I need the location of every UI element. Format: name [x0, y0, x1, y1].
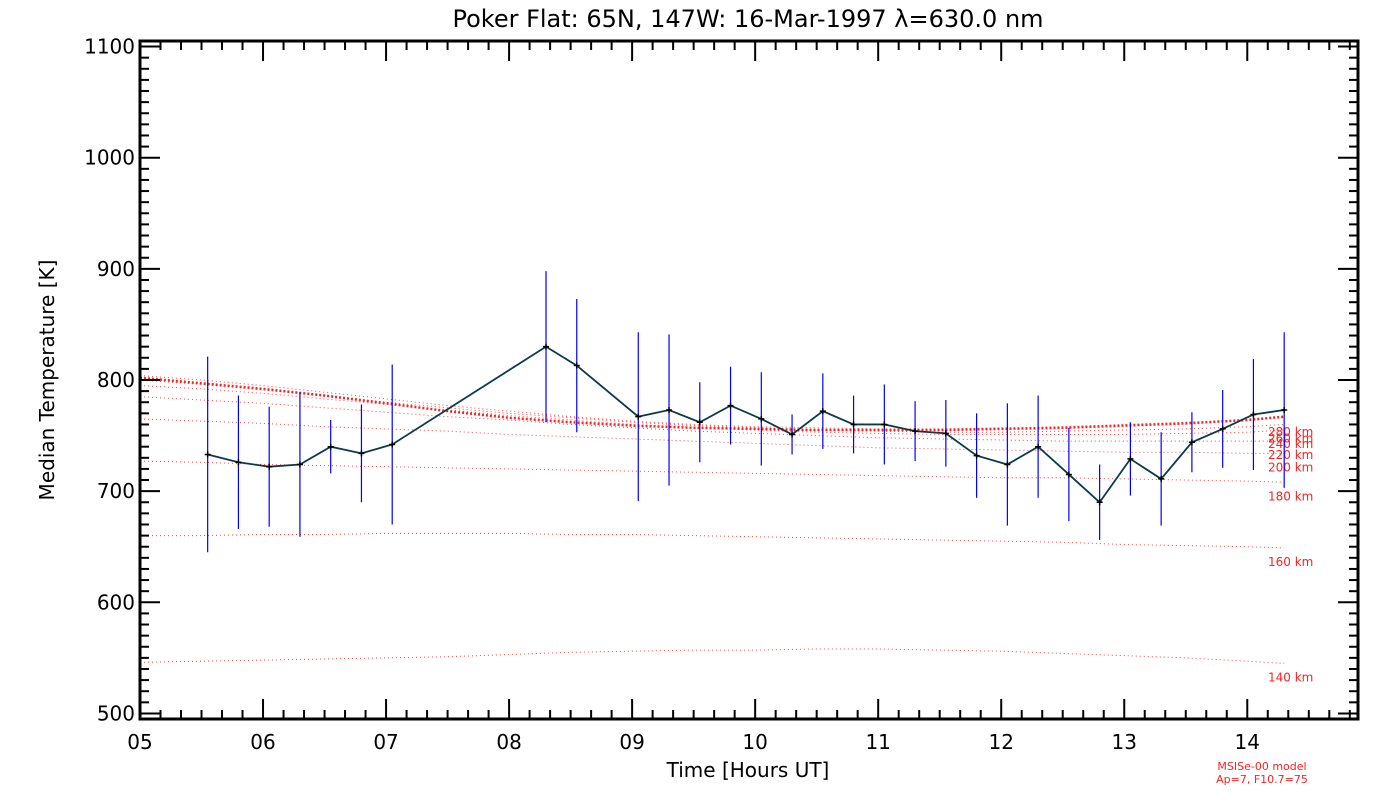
- model-level-line: [139, 375, 1285, 430]
- x-tick-label: 13: [1112, 730, 1137, 754]
- data-point: [1065, 471, 1072, 478]
- model-level-label: 240 km: [1268, 437, 1313, 451]
- data-point: [1004, 461, 1011, 468]
- data-point: [543, 343, 549, 350]
- y-tick-label: 800: [97, 368, 135, 392]
- model-level-line: [139, 418, 1285, 454]
- data-point: [1096, 499, 1103, 506]
- x-tick-label: 06: [250, 730, 275, 754]
- y-tick-label: 900: [97, 257, 135, 281]
- data-point: [1158, 475, 1165, 482]
- y-tick-label: 600: [97, 590, 135, 614]
- data-point: [204, 451, 211, 458]
- model-level-label: 260 km: [1268, 431, 1313, 445]
- data-point: [819, 408, 826, 415]
- x-tick-label: 10: [742, 730, 767, 754]
- model-bold-line: [139, 376, 1285, 432]
- data-point: [1188, 439, 1195, 446]
- y-tick-label: 1000: [84, 146, 135, 170]
- data-point: [327, 443, 334, 450]
- data-point: [296, 461, 303, 468]
- data-point: [235, 459, 242, 466]
- model-level-line: [139, 648, 1285, 664]
- data-point: [1281, 407, 1288, 414]
- model-level-line: [139, 460, 1285, 483]
- data-point: [973, 452, 980, 459]
- model-level-label: 200 km: [1268, 460, 1313, 474]
- model-level-label: 180 km: [1268, 489, 1313, 503]
- data-point: [266, 463, 273, 470]
- x-tick-label: 14: [1235, 730, 1260, 754]
- x-tick-label: 12: [988, 730, 1013, 754]
- model-level-label: 160 km: [1268, 555, 1313, 569]
- model-level-label: 220 km: [1268, 448, 1313, 462]
- x-tick-label: 09: [619, 730, 644, 754]
- model-level-line: [140, 532, 1285, 549]
- data-point: [758, 415, 765, 422]
- data-point: [696, 419, 703, 426]
- x-tick-label: 11: [865, 730, 890, 754]
- model-params-label: Ap=7, F10.7=75: [1216, 773, 1308, 786]
- y-tick-label: 500: [97, 701, 135, 725]
- data-point: [881, 421, 888, 428]
- data-point: [358, 450, 365, 457]
- plot-frame: [138, 39, 1360, 721]
- data-point: [573, 362, 580, 369]
- y-axis-label: Median Temperature [K]: [35, 260, 59, 501]
- model-level-label: 280 km: [1268, 425, 1313, 439]
- data-point: [727, 402, 734, 409]
- y-tick-label: 700: [97, 479, 135, 503]
- data-point: [389, 441, 396, 448]
- model-level-label: 140 km: [1268, 670, 1313, 684]
- x-tick-label: 08: [496, 730, 521, 754]
- model-level-line: [139, 379, 1285, 433]
- data-point: [942, 430, 949, 437]
- chart-title: Poker Flat: 65N, 147W: 16-Mar-1997 λ=630…: [452, 5, 1043, 33]
- data-point: [1250, 411, 1257, 418]
- x-tick-label: 05: [127, 730, 152, 754]
- data-point: [1219, 425, 1226, 432]
- data-point: [666, 407, 673, 414]
- data-point: [1127, 455, 1134, 462]
- y-tick-label: 1100: [84, 35, 135, 59]
- model-name-label: MSISe-00 model: [1217, 760, 1306, 773]
- model-level-line: [139, 396, 1285, 442]
- x-axis-label: Time [Hours UT]: [666, 758, 830, 782]
- data-point: [912, 428, 919, 435]
- data-point: [635, 413, 642, 420]
- data-point: [789, 431, 796, 438]
- data-point: [850, 421, 857, 428]
- x-tick-label: 07: [373, 730, 398, 754]
- data-point: [1035, 443, 1042, 450]
- model-level-line: [139, 385, 1285, 435]
